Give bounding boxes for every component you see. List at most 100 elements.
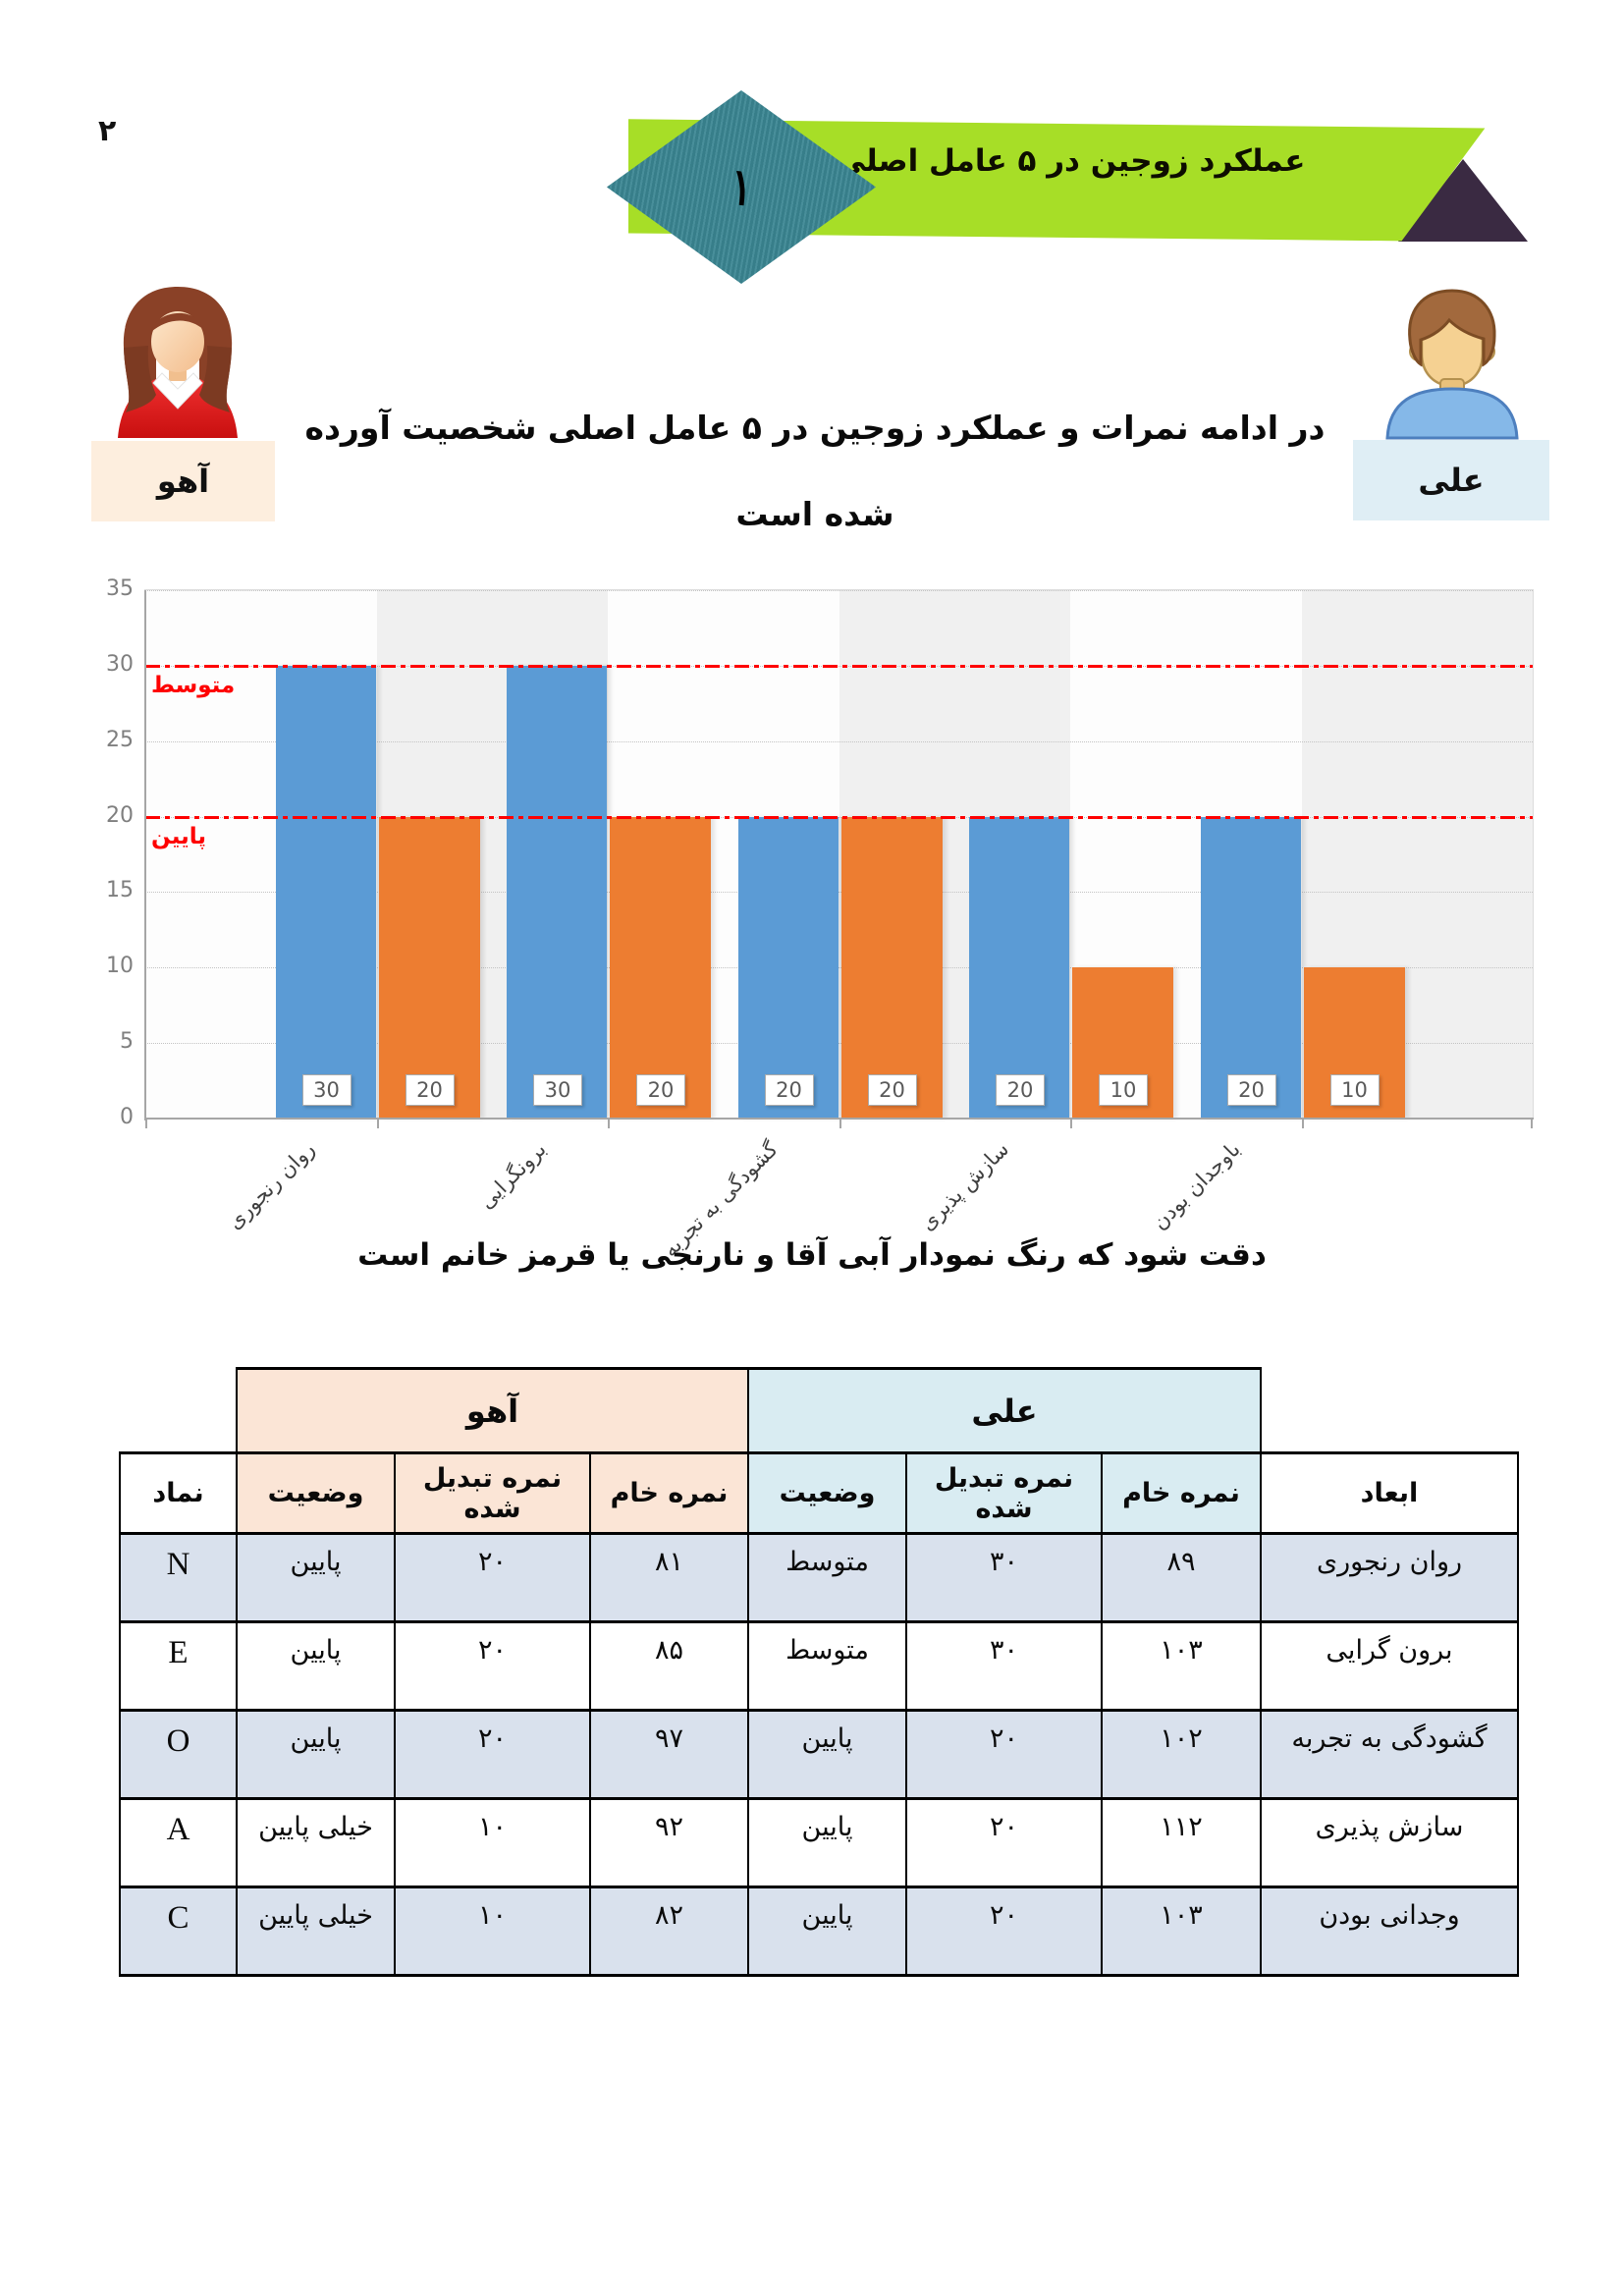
y-axis-tick-label: 35 bbox=[106, 576, 134, 601]
y-gridline bbox=[145, 892, 1533, 894]
x-category-label: روان رنجوری bbox=[223, 1137, 320, 1234]
group-header-wife: آهو bbox=[236, 1367, 749, 1454]
bar-wife bbox=[840, 816, 943, 1119]
x-category-label: باوجدان بودن bbox=[1147, 1137, 1245, 1234]
x-axis-tick bbox=[839, 1120, 841, 1128]
table-group-header-row: آهو علی bbox=[120, 1367, 1518, 1454]
x-category-label: سازش پذیری bbox=[915, 1137, 1013, 1235]
table-cell: سازش پذیری bbox=[1260, 1797, 1519, 1888]
table-cell: ۲۰ bbox=[905, 1886, 1103, 1977]
y-gridline bbox=[145, 590, 1533, 591]
table-cell: ۱۰ bbox=[394, 1886, 591, 1977]
table-cell: ۲۰ bbox=[394, 1620, 591, 1712]
col-symbol: نماد bbox=[119, 1451, 238, 1535]
table-cell: پایین bbox=[747, 1797, 907, 1888]
group-header-husband: علی bbox=[747, 1367, 1262, 1454]
bar-data-label: 30 bbox=[533, 1074, 582, 1106]
reference-line bbox=[145, 664, 1533, 668]
table-cell: ۹۷ bbox=[589, 1709, 749, 1800]
scores-bar-chart: 0 5 10 15 20 25 30 35 30 20 روان رنجوری 30 20 برونگرا… bbox=[106, 576, 1534, 1262]
wife-name: آهو bbox=[156, 463, 210, 500]
table-cell: ۸۲ bbox=[589, 1886, 749, 1977]
col-wife-converted: نمره تبدیل شده bbox=[394, 1451, 591, 1535]
table-cell: A bbox=[119, 1797, 238, 1888]
table-cell: O bbox=[119, 1709, 238, 1800]
step-number: ۱ bbox=[724, 154, 759, 220]
table-cell: ۲۰ bbox=[905, 1709, 1103, 1800]
table-cell: ۸۹ bbox=[1101, 1532, 1262, 1623]
table-cell: پایین bbox=[236, 1620, 396, 1712]
woman-icon bbox=[118, 287, 238, 438]
table-cell: ۱۰۳ bbox=[1101, 1886, 1262, 1977]
chart-caption: دقت شود که رنگ نمودار آبی آقا و نارنجی ی… bbox=[357, 1237, 1267, 1273]
table-corner-blank bbox=[120, 1368, 237, 1453]
table-cell: خیلی پایین bbox=[236, 1886, 396, 1977]
table-row: E پایین ۲۰ ۸۵ متوسط ۳۰ ۱۰۳ برون گرایی bbox=[119, 1620, 1519, 1712]
table-corner-blank bbox=[1261, 1368, 1518, 1453]
y-axis-tick-label: 25 bbox=[106, 727, 134, 752]
table-cell: خیلی پایین bbox=[236, 1797, 396, 1888]
y-axis-tick-label: 15 bbox=[106, 878, 134, 903]
wife-name-tag: آهو bbox=[91, 441, 275, 521]
husband-avatar-icon bbox=[1369, 279, 1536, 441]
husband-name: علی bbox=[1418, 462, 1485, 499]
reference-line-label: متوسط bbox=[151, 672, 236, 698]
bar-husband bbox=[737, 816, 839, 1119]
page-number: ۲ bbox=[98, 114, 117, 148]
table-cell: ۱۱۲ bbox=[1101, 1797, 1262, 1888]
table-cell: روان رنجوری bbox=[1260, 1532, 1519, 1623]
y-gridline bbox=[145, 967, 1533, 969]
table-cell: ۱۰۲ bbox=[1101, 1709, 1262, 1800]
bar-data-label: 10 bbox=[1099, 1074, 1148, 1106]
table-cell: متوسط bbox=[747, 1532, 907, 1623]
table-cell: N bbox=[119, 1532, 238, 1623]
bar-data-label: 30 bbox=[301, 1074, 352, 1106]
x-axis-tick bbox=[1070, 1120, 1072, 1128]
table-cell: برون گرایی bbox=[1260, 1620, 1519, 1712]
table-cell: ۳۰ bbox=[905, 1532, 1103, 1623]
table-cell: متوسط bbox=[747, 1620, 907, 1712]
scores-table: آهو علی نماد وضعیت نمره تبدیل شده نمره خ… bbox=[119, 1367, 1519, 1977]
x-axis-tick bbox=[1531, 1120, 1533, 1128]
x-axis-tick bbox=[376, 1120, 379, 1128]
y-axis-tick-label: 20 bbox=[106, 802, 134, 828]
bar-husband bbox=[1200, 816, 1301, 1119]
bar-data-label: 10 bbox=[1329, 1074, 1380, 1106]
table-cell: C bbox=[119, 1886, 238, 1977]
y-gridline bbox=[145, 740, 1533, 742]
wife-avatar-icon bbox=[94, 281, 261, 443]
table-cell: ۲۰ bbox=[905, 1797, 1103, 1888]
y-gridline bbox=[145, 1043, 1533, 1045]
x-category-label: برونگرایی bbox=[474, 1137, 551, 1214]
table-cell: ۱۰۳ bbox=[1101, 1620, 1262, 1712]
bar-wife bbox=[378, 816, 480, 1119]
bar-data-label: 20 bbox=[1226, 1074, 1276, 1106]
y-axis-tick-label: 10 bbox=[106, 954, 134, 979]
col-husband-converted: نمره تبدیل شده bbox=[905, 1451, 1103, 1535]
col-husband-raw: نمره خام bbox=[1101, 1451, 1262, 1535]
table-cell: ۳۰ bbox=[905, 1620, 1103, 1712]
table-cell: ۱۰ bbox=[394, 1797, 591, 1888]
table-cell: E bbox=[119, 1620, 238, 1712]
bar-wife bbox=[610, 816, 711, 1119]
x-axis-tick bbox=[145, 1120, 147, 1128]
table-cell: پایین bbox=[236, 1709, 396, 1800]
col-dimensions: ابعاد bbox=[1260, 1451, 1519, 1535]
table-cell: ۸۱ bbox=[589, 1532, 749, 1623]
table-cell: پایین bbox=[747, 1709, 907, 1800]
bar-data-label: 20 bbox=[636, 1074, 685, 1106]
x-axis-tick bbox=[608, 1120, 610, 1128]
y-axis-tick-label: 0 bbox=[120, 1105, 134, 1129]
table-cell: پایین bbox=[236, 1532, 396, 1623]
col-wife-status: وضعیت bbox=[236, 1451, 396, 1535]
col-husband-status: وضعیت bbox=[747, 1451, 907, 1535]
bar-data-label: 20 bbox=[405, 1074, 455, 1106]
table-cell: ۲۰ bbox=[394, 1709, 591, 1800]
table-row: O پایین ۲۰ ۹۷ پایین ۲۰ ۱۰۲ گشودگی به تجربه bbox=[119, 1709, 1519, 1800]
reference-line-label: پایین bbox=[151, 823, 206, 849]
intro-line-1: در ادامه نمرات و عملکرد زوجین در ۵ عامل … bbox=[304, 409, 1326, 447]
table-cell: ۸۵ bbox=[589, 1620, 749, 1712]
intro-text: در ادامه نمرات و عملکرد زوجین در ۵ عامل … bbox=[290, 385, 1340, 558]
y-axis-tick-label: 30 bbox=[106, 651, 134, 677]
